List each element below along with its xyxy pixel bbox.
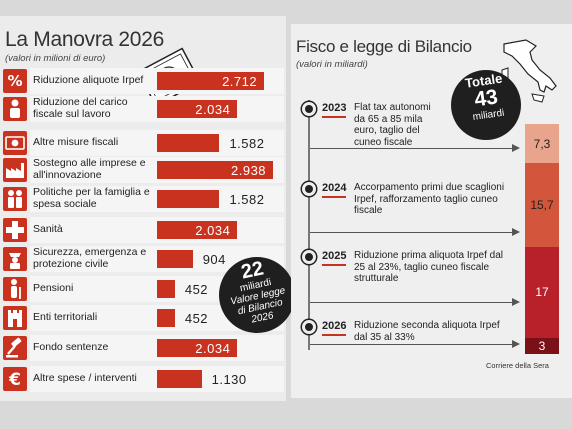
- bar-value-label: 1.582: [229, 192, 265, 207]
- manovra-subtitle: (valori in milioni di euro): [5, 53, 106, 64]
- timeline-dot: [302, 250, 316, 264]
- timeline-dot: [302, 320, 316, 334]
- bar: [157, 370, 202, 388]
- manovra-row: Fondo sentenze 2.034: [0, 335, 286, 361]
- source-credit: Corriere della Sera: [486, 361, 549, 370]
- category-label: Enti territoriali: [33, 311, 98, 323]
- svg-text:%: %: [7, 72, 22, 90]
- timeline-description: Flat tax autonomi da 65 a 85 mila euro, …: [354, 102, 431, 148]
- timeline-description: Riduzione seconda aliquota Irpef dal 35 …: [354, 320, 500, 343]
- stack-segment: 7,3: [525, 124, 559, 164]
- timeline-description: Riduzione prima aliquota Irpef dal 25 al…: [354, 250, 503, 284]
- bar: [157, 134, 220, 152]
- bar: [157, 250, 193, 268]
- bar-value-label: 2.712: [222, 74, 258, 89]
- timeline-year: 2023: [322, 102, 347, 114]
- timeline-line: [308, 100, 310, 350]
- bar: [157, 100, 238, 118]
- worker-icon: [3, 97, 27, 121]
- bar-value-label: 2.034: [195, 341, 231, 356]
- bar: [157, 161, 273, 179]
- bar: [157, 221, 238, 239]
- manovra-row: Politiche per la famiglia e spesa social…: [0, 186, 286, 212]
- money-eye-icon: [3, 131, 27, 155]
- arrow-head-icon: [512, 228, 520, 236]
- bar-value-label: 452: [184, 311, 209, 326]
- manovra-total-badge: [219, 257, 295, 333]
- timeline-arrow: [310, 148, 518, 149]
- category-label: Riduzione del carico fiscale sul lavoro: [33, 96, 128, 120]
- stack-segment: 15,7: [525, 163, 559, 247]
- category-label: Politiche per la famiglia e spesa social…: [33, 186, 150, 210]
- year-underline: [322, 116, 346, 118]
- bar: [157, 309, 175, 327]
- manovra-row: % Riduzione aliquote Irpef 2.712: [0, 68, 286, 94]
- arrow-head-icon: [512, 340, 520, 348]
- timeline-arrow: [310, 302, 518, 303]
- category-label: Sicurezza, emergenza e protezione civile: [33, 246, 147, 270]
- euro-icon: €: [3, 367, 27, 391]
- family-icon: [3, 187, 27, 211]
- timeline-year: 2025: [322, 250, 347, 262]
- year-underline: [322, 334, 346, 336]
- arrow-head-icon: [512, 144, 520, 152]
- manovra-row: € Altre spese / interventi 1.130: [0, 366, 286, 392]
- timeline-dot: [302, 102, 316, 116]
- bar: [157, 339, 238, 357]
- timeline-arrow: [310, 344, 518, 345]
- category-label: Sanità: [33, 223, 63, 235]
- arrow-head-icon: [512, 298, 520, 306]
- category-label: Altre misure fiscali: [33, 136, 119, 148]
- gavel-icon: [3, 336, 27, 360]
- timeline-year: 2026: [322, 320, 347, 332]
- category-label: Pensioni: [33, 282, 74, 294]
- svg-text:€: €: [8, 370, 21, 390]
- category-label: Altre spese / interventi: [33, 372, 137, 384]
- bar-value-label: 2.034: [195, 102, 231, 117]
- stack-segment: 17: [525, 247, 559, 338]
- fisco-total-badge: [451, 70, 521, 140]
- manovra-title: La Manovra 2026: [5, 28, 164, 51]
- manovra-row: Altre misure fiscali 1.582: [0, 130, 286, 156]
- year-underline: [322, 196, 346, 198]
- fisco-subtitle: (valori in miliardi): [296, 59, 368, 70]
- percent-icon: %: [3, 69, 27, 93]
- factory-icon: [3, 158, 27, 182]
- police-icon: [3, 247, 27, 271]
- bar-value-label: 1.582: [229, 136, 265, 151]
- category-label: Fondo sentenze: [33, 341, 109, 353]
- timeline-arrow: [310, 232, 518, 233]
- bar-value-label: 904: [202, 252, 226, 267]
- health-cross-icon: [3, 218, 27, 242]
- manovra-row: Sostegno alle imprese e all'innovazione 2…: [0, 157, 286, 183]
- bar: [157, 190, 220, 208]
- elderly-icon: [3, 277, 27, 301]
- manovra-row: Riduzione del carico fiscale sul lavoro 2…: [0, 96, 286, 122]
- bar-value-label: 2.938: [231, 163, 267, 178]
- tower-icon: [3, 306, 27, 330]
- timeline-year: 2024: [322, 182, 347, 194]
- manovra-row: Sanità 2.034: [0, 217, 286, 243]
- bar: [157, 280, 175, 298]
- bar-value-label: 452: [184, 282, 209, 297]
- stack-segment: 3: [525, 337, 559, 354]
- bar-value-label: 2.034: [195, 223, 231, 238]
- category-label: Sostegno alle imprese e all'innovazione: [33, 157, 146, 181]
- bar: [157, 72, 265, 90]
- category-label: Riduzione aliquote Irpef: [33, 74, 144, 86]
- fisco-title: Fisco e legge di Bilancio: [296, 37, 472, 56]
- timeline-dot: [302, 182, 316, 196]
- bar-value-label: 1.130: [211, 372, 247, 387]
- timeline-description: Accorpamento primi due scaglioni Irpef, …: [354, 182, 505, 216]
- year-underline: [322, 264, 346, 266]
